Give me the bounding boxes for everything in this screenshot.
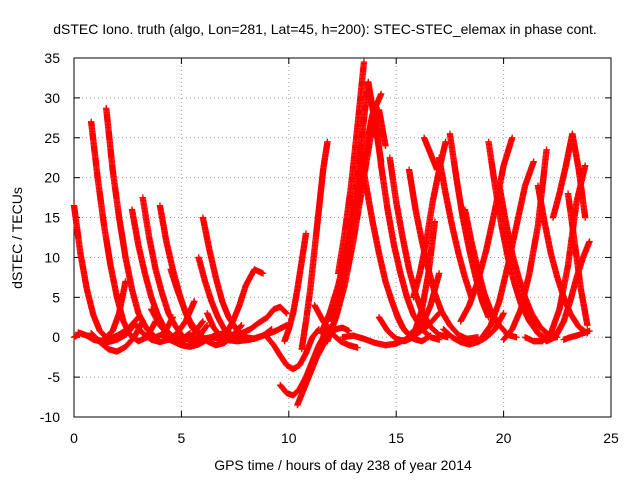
series-35: [393, 218, 439, 339]
series-marks: [335, 58, 368, 277]
series-50: [549, 130, 589, 221]
series-34: [375, 270, 443, 345]
series-marks: [103, 105, 177, 341]
series-marks: [393, 218, 439, 339]
series-marks: [229, 303, 290, 341]
series-37: [420, 134, 441, 173]
series-marks: [560, 327, 593, 343]
series-53: [560, 327, 593, 343]
y-tick-label: 10: [44, 249, 60, 265]
series-marks: [435, 154, 475, 301]
data-points: [70, 58, 593, 409]
series-marks: [478, 158, 537, 341]
series-22: [298, 138, 331, 353]
y-tick-label: 15: [44, 210, 60, 226]
series-16: [203, 266, 267, 339]
axis-ticks: 0 5 10 15 20 25 -10 -5 0 5 10 15 20 25 30 35: [40, 50, 619, 446]
y-tick-label: -5: [48, 369, 61, 385]
series-19: [264, 326, 323, 373]
series-marks: [564, 190, 591, 329]
series-5: [103, 105, 177, 341]
series-marks: [375, 270, 443, 345]
y-tick-label: 25: [44, 130, 60, 146]
y-tick-label: -10: [40, 409, 60, 425]
series-4: [87, 118, 159, 345]
y-tick-label: 30: [44, 90, 60, 106]
series-45: [478, 158, 537, 341]
chart-title: dSTEC Iono. truth (algo, Lon=281, Lat=45…: [53, 21, 597, 37]
plot-frame: [73, 57, 612, 418]
x-tick-label: 20: [496, 430, 512, 446]
y-tick-label: 35: [44, 50, 60, 66]
y-tick-label: 5: [52, 289, 60, 305]
series-28: [335, 58, 368, 277]
series-marks: [298, 138, 331, 353]
series-17: [182, 322, 290, 345]
y-axis-title: dSTEC / TECUs: [9, 187, 25, 289]
series-marks: [549, 130, 589, 221]
series-52: [564, 190, 591, 329]
x-tick-label: 15: [388, 430, 404, 446]
x-tick-label: 10: [281, 430, 297, 446]
series-23: [281, 230, 310, 345]
series-marks: [420, 134, 441, 173]
x-tick-label: 0: [70, 430, 78, 446]
series-marks: [182, 322, 290, 345]
x-tick-label: 25: [603, 430, 619, 446]
series-marks: [203, 266, 267, 339]
series-18: [229, 303, 290, 341]
series-40: [435, 154, 475, 301]
y-tick-label: 0: [52, 329, 60, 345]
series-marks: [281, 230, 310, 345]
series-marks: [264, 326, 323, 373]
y-tick-label: 20: [44, 170, 60, 186]
series-marks: [87, 118, 159, 345]
x-tick-label: 5: [178, 430, 186, 446]
x-axis-title: GPS time / hours of day 238 of year 2014: [214, 457, 472, 473]
